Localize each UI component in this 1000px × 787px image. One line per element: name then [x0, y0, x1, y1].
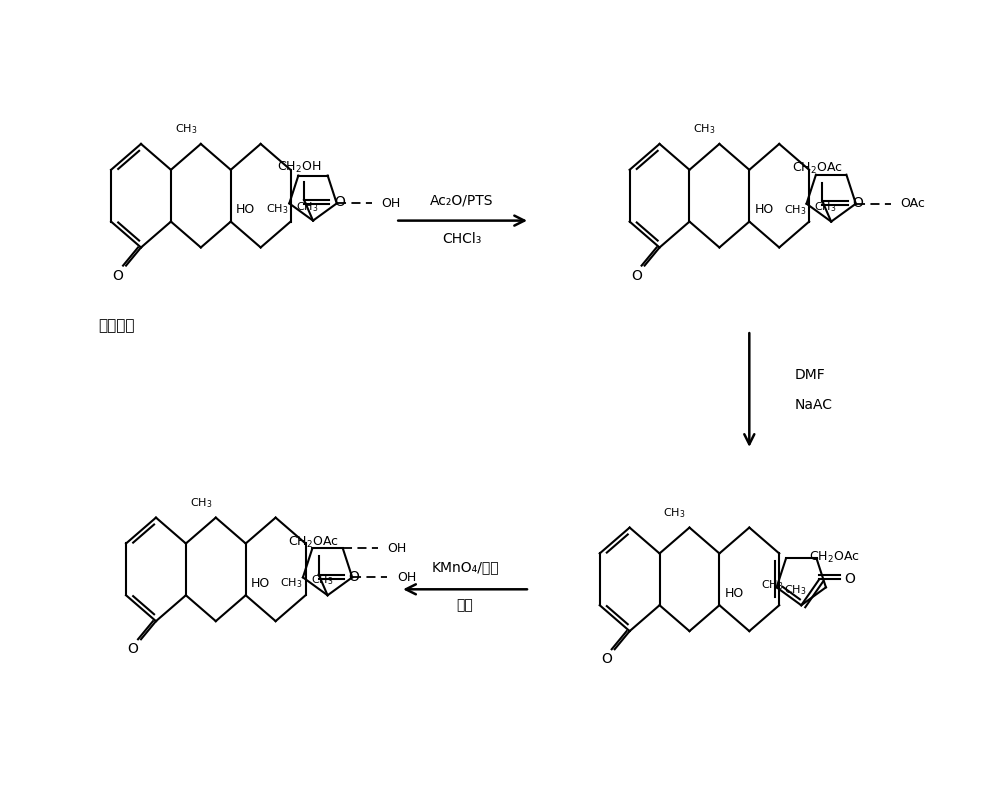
- Text: CH$_3$: CH$_3$: [266, 201, 288, 216]
- Text: CH$_2$OAc: CH$_2$OAc: [809, 550, 860, 565]
- Text: OAc: OAc: [901, 198, 926, 210]
- Text: O: O: [349, 570, 359, 584]
- Text: OH: OH: [397, 571, 416, 584]
- Text: CH$_3$: CH$_3$: [693, 122, 716, 136]
- Text: O: O: [631, 268, 642, 283]
- Text: CH$_3$: CH$_3$: [311, 574, 333, 587]
- Text: 泻尼松龙: 泻尼松龙: [98, 318, 134, 333]
- Text: KMnO₄/丙酮: KMnO₄/丙酮: [431, 560, 499, 575]
- Text: Ac₂O/PTS: Ac₂O/PTS: [430, 194, 494, 208]
- Text: 甲酸: 甲酸: [457, 598, 473, 612]
- Text: O: O: [334, 195, 345, 209]
- Text: CH$_3$: CH$_3$: [784, 203, 806, 216]
- Text: CH$_3$: CH$_3$: [663, 506, 686, 519]
- Text: HO: HO: [236, 203, 255, 216]
- Text: CH$_3$: CH$_3$: [296, 200, 318, 213]
- Text: NaAC: NaAC: [794, 398, 832, 412]
- Text: OH: OH: [382, 197, 401, 210]
- Text: OH: OH: [388, 542, 407, 555]
- Text: O: O: [845, 572, 856, 586]
- Text: CHCl₃: CHCl₃: [442, 231, 482, 246]
- Text: CH$_3$: CH$_3$: [784, 583, 807, 597]
- Text: DMF: DMF: [794, 368, 825, 382]
- Text: CH$_3$: CH$_3$: [814, 200, 837, 213]
- Text: CH$_2$OH: CH$_2$OH: [277, 161, 321, 176]
- Text: CH$_3$: CH$_3$: [190, 496, 212, 509]
- Text: CH$_3$: CH$_3$: [175, 122, 197, 136]
- Text: CH$_2$OAc: CH$_2$OAc: [288, 535, 339, 550]
- Text: O: O: [852, 196, 863, 210]
- Text: O: O: [601, 652, 612, 667]
- Text: HO: HO: [251, 577, 270, 589]
- Text: HO: HO: [724, 587, 744, 600]
- Text: CH$_3$: CH$_3$: [280, 576, 303, 590]
- Text: CH$_3$: CH$_3$: [761, 578, 783, 593]
- Text: O: O: [113, 268, 124, 283]
- Text: HO: HO: [754, 203, 774, 216]
- Text: CH$_2$OAc: CH$_2$OAc: [792, 161, 843, 176]
- Text: O: O: [128, 642, 138, 656]
